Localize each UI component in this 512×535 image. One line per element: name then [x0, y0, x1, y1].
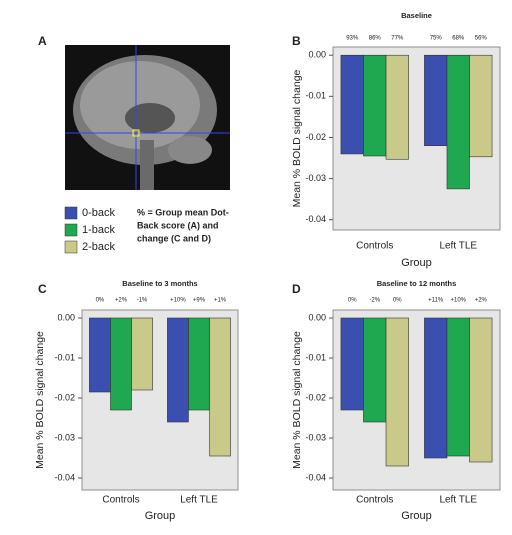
bar-annotation: +2% — [475, 298, 488, 304]
y-tick-label: -0.02 — [54, 392, 75, 402]
bar-annotation: +11% — [428, 298, 444, 304]
x-axis-label: Group — [401, 257, 432, 269]
bar — [167, 317, 189, 423]
y-tick-label: -0.03 — [54, 432, 75, 442]
panel-label: B — [292, 34, 301, 48]
note: % = Group mean Dot- — [137, 207, 229, 217]
note: change (C and D) — [137, 233, 211, 243]
bar-annotation: 0% — [96, 298, 105, 304]
y-tick-label: -0.04 — [305, 472, 326, 482]
bar — [188, 317, 210, 411]
x-tick-label: Controls — [356, 241, 393, 252]
bar-annotation: 77% — [391, 36, 404, 42]
bar-annotation: 93% — [346, 36, 359, 42]
y-axis-label: Mean % BOLD signal change — [291, 69, 303, 207]
x-tick-label: Controls — [356, 495, 393, 506]
bar — [110, 317, 132, 411]
mri-image — [65, 45, 230, 190]
bar-annotation: -1% — [137, 298, 148, 304]
bar-annotation: 0% — [393, 298, 402, 304]
bar-annotation: 75% — [430, 36, 443, 42]
bar — [340, 317, 364, 411]
bar-annotation: +10% — [450, 298, 466, 304]
x-axis-label: Group — [145, 510, 176, 522]
chart-title: Baseline to 3 months — [122, 279, 197, 288]
bar-annotation: -2% — [369, 298, 380, 304]
bar — [446, 54, 470, 190]
bar — [209, 317, 231, 457]
bar — [469, 317, 493, 463]
y-tick-label: -0.01 — [305, 352, 326, 362]
x-tick-label: Controls — [102, 495, 139, 506]
bar — [424, 54, 448, 146]
y-tick-label: -0.04 — [305, 214, 326, 224]
y-tick-label: 0.00 — [308, 312, 326, 322]
bar — [424, 317, 448, 459]
legend-label: 0-back — [82, 207, 116, 219]
bar — [363, 54, 387, 157]
legend-swatch — [64, 240, 78, 254]
bar-annotation: +1% — [214, 298, 227, 304]
bar-annotation: 68% — [452, 36, 465, 42]
y-axis-label: Mean % BOLD signal change — [34, 331, 46, 469]
bar-annotation: 56% — [475, 36, 488, 42]
x-tick-label: Left TLE — [439, 495, 477, 506]
bar-annotation: 86% — [369, 36, 382, 42]
x-axis-label: Group — [401, 510, 432, 522]
bar-annotation: +2% — [115, 298, 128, 304]
y-axis-label: Mean % BOLD signal change — [291, 331, 303, 469]
bar-annotation: +9% — [193, 298, 206, 304]
legend-label: 1-back — [82, 224, 116, 236]
x-tick-label: Left TLE — [439, 241, 477, 252]
y-tick-label: -0.01 — [305, 91, 326, 101]
chart-title: Baseline to 12 months — [377, 279, 457, 288]
y-tick-label: -0.03 — [305, 432, 326, 442]
bar — [89, 317, 111, 393]
bar — [131, 317, 153, 391]
bar-annotation: 0% — [348, 298, 357, 304]
panel-label: D — [292, 282, 301, 296]
y-tick-label: 0.00 — [57, 312, 75, 322]
legend-label: 2-back — [82, 241, 116, 253]
bar — [385, 317, 409, 467]
chart-title: Baseline — [401, 11, 432, 20]
panel-label: C — [38, 282, 47, 296]
y-tick-label: -0.03 — [305, 173, 326, 183]
legend: 0-back 1-back 2-back — [64, 206, 116, 254]
note: Back score (A) and — [137, 220, 219, 230]
bar — [446, 317, 470, 457]
y-tick-label: -0.01 — [54, 352, 75, 362]
y-tick-label: -0.02 — [305, 392, 326, 402]
bar — [363, 317, 387, 423]
legend-swatch — [64, 206, 78, 220]
y-tick-label: -0.02 — [305, 132, 326, 142]
bar — [469, 54, 493, 158]
x-tick-label: Left TLE — [180, 495, 218, 506]
panel-label: A — [38, 34, 47, 48]
bar — [385, 54, 409, 160]
legend-swatch — [64, 223, 78, 237]
bar-annotation: +10% — [170, 298, 186, 304]
y-tick-label: -0.04 — [54, 472, 75, 482]
bar — [340, 54, 364, 155]
y-tick-label: 0.00 — [308, 50, 326, 60]
